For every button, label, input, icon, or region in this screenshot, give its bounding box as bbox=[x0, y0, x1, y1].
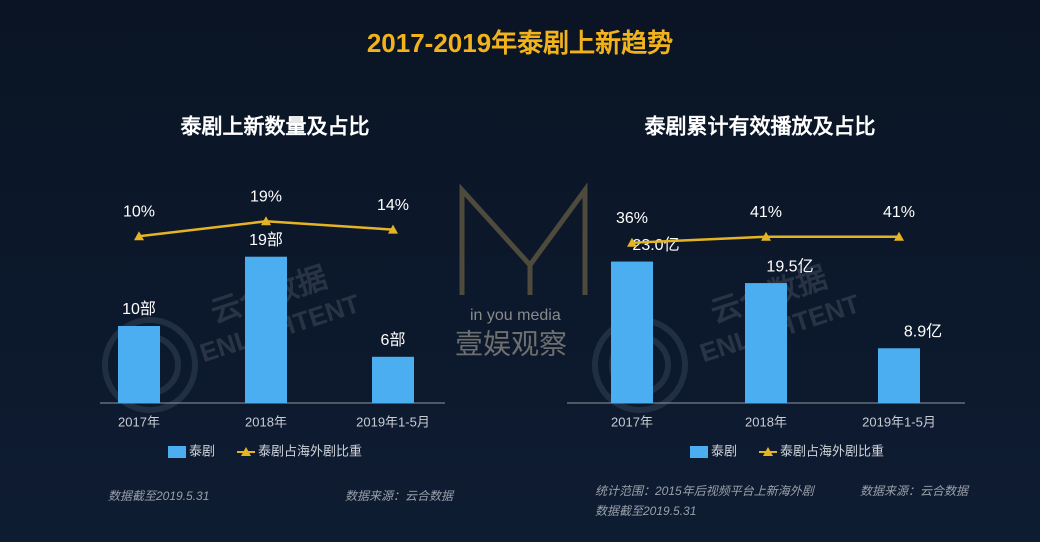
data-label: 19部 bbox=[249, 231, 283, 249]
x-tick-label: 2019年1-5月 bbox=[356, 414, 430, 429]
data-label: 41% bbox=[750, 204, 782, 221]
legend-marker bbox=[763, 447, 773, 456]
page-title: 2017-2019年泰剧上新趋势 bbox=[367, 28, 673, 58]
line-marker bbox=[761, 231, 771, 241]
data-label: 23.0亿 bbox=[632, 236, 679, 254]
bar bbox=[245, 256, 287, 403]
chart-title: 泰剧累计有效播放及占比 bbox=[644, 115, 876, 139]
x-tick-label: 2018年 bbox=[745, 414, 787, 429]
chart-title: 泰剧上新数量及占比 bbox=[180, 115, 370, 139]
x-tick-label: 2017年 bbox=[118, 414, 160, 429]
legend-label: 泰剧占海外剧比重 bbox=[258, 443, 362, 458]
line-marker bbox=[894, 231, 904, 241]
data-label: 14% bbox=[377, 197, 409, 214]
data-label: 36% bbox=[616, 210, 648, 227]
x-tick-label: 2018年 bbox=[245, 414, 287, 429]
note: 数据来源：云合数据 bbox=[345, 489, 455, 503]
media-brand: 壹娱观察 bbox=[455, 328, 567, 359]
data-label: 10% bbox=[123, 204, 155, 221]
legend-swatch bbox=[690, 446, 708, 458]
legend-swatch bbox=[168, 446, 186, 458]
bar bbox=[878, 348, 920, 403]
media-logo bbox=[459, 182, 588, 295]
line-marker bbox=[627, 237, 637, 247]
note: 统计范围：2015年后视频平台上新海外剧 bbox=[595, 484, 816, 498]
legend-label: 泰剧 bbox=[189, 443, 215, 458]
x-tick-label: 2017年 bbox=[611, 414, 653, 429]
bar bbox=[745, 283, 787, 403]
legend-marker bbox=[241, 447, 251, 456]
legend-label: 泰剧占海外剧比重 bbox=[780, 443, 884, 458]
data-label: 19% bbox=[250, 188, 282, 205]
media-name: in you media bbox=[470, 307, 561, 324]
legend-label: 泰剧 bbox=[711, 443, 737, 458]
data-label: 19.5亿 bbox=[766, 257, 813, 275]
line-marker bbox=[388, 224, 398, 234]
x-tick-label: 2019年1-5月 bbox=[862, 414, 936, 429]
bar bbox=[611, 261, 653, 403]
note: 数据截至2019.5.31 bbox=[595, 504, 696, 518]
bar bbox=[372, 356, 414, 403]
data-label: 10部 bbox=[122, 300, 156, 318]
data-label: 6部 bbox=[381, 331, 406, 349]
data-label: 8.9亿 bbox=[904, 322, 942, 340]
line-marker bbox=[134, 231, 144, 241]
bar bbox=[118, 326, 160, 403]
note: 数据来源：云合数据 bbox=[860, 484, 970, 498]
note: 数据截至2019.5.31 bbox=[108, 489, 209, 503]
data-label: 41% bbox=[883, 204, 915, 221]
line-marker bbox=[261, 216, 271, 226]
